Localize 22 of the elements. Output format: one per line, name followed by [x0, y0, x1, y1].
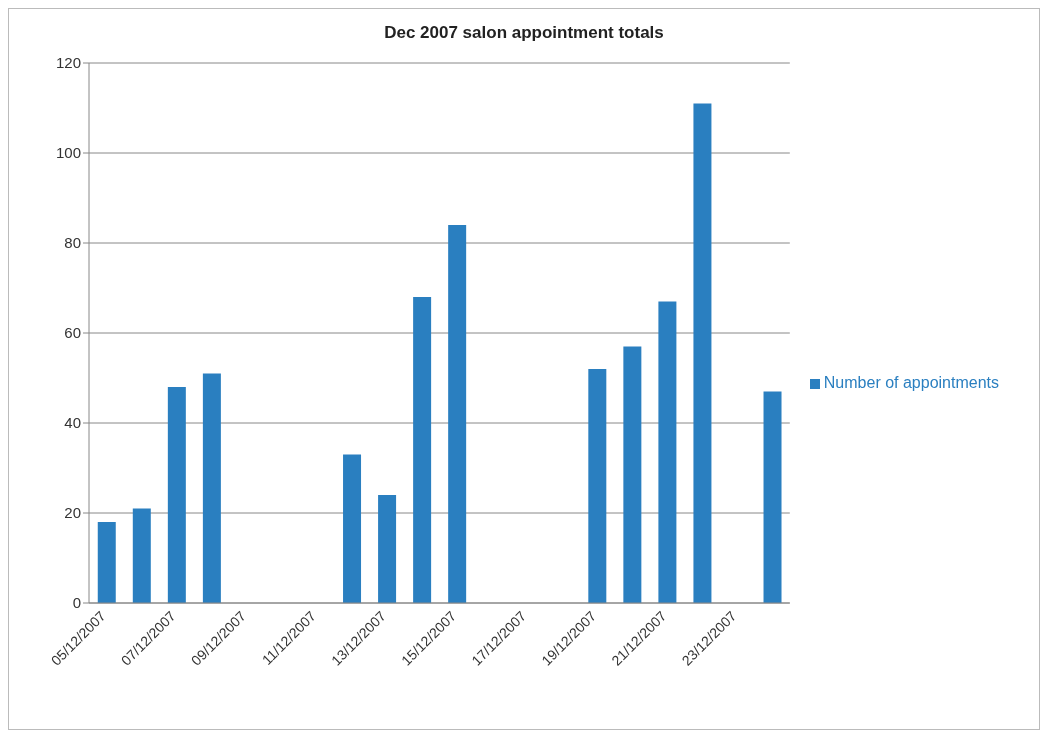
bar	[202, 373, 221, 603]
bar	[343, 454, 362, 603]
y-tick-label: 60	[64, 324, 81, 342]
y-tick-label: 40	[64, 414, 81, 432]
chart-title: Dec 2007 salon appointment totals	[383, 22, 665, 43]
y-tick-label: 0	[72, 594, 81, 612]
y-tick-label: 80	[64, 234, 81, 252]
legend-label: Number of appointments	[823, 374, 999, 391]
bar	[167, 387, 186, 603]
y-tick-label: 120	[55, 54, 81, 72]
bar	[132, 508, 151, 603]
y-tick-label: 20	[64, 504, 81, 522]
bar	[97, 522, 116, 603]
bar	[413, 297, 432, 603]
bar	[448, 225, 467, 603]
y-tick-label: 100	[55, 144, 81, 162]
bar	[658, 301, 677, 603]
bar	[763, 391, 782, 603]
bar	[693, 103, 712, 603]
bar	[588, 369, 607, 603]
bar	[623, 346, 642, 603]
bar	[378, 495, 397, 603]
